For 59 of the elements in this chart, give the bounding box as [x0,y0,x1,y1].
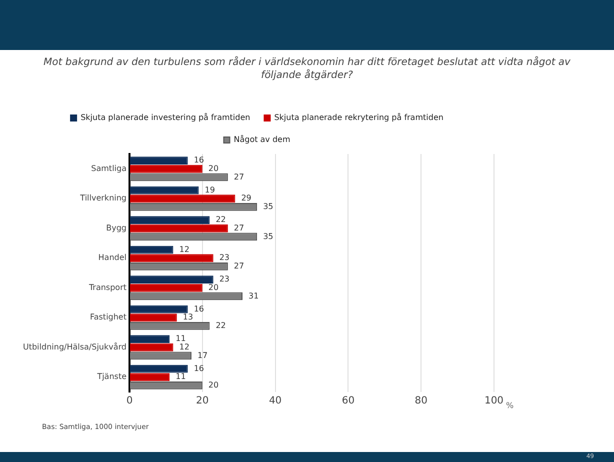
y-tick-label: Transport [88,282,127,292]
data-label: 29 [241,194,252,203]
bar [130,216,210,224]
x-tick-label: 60 [342,396,355,407]
data-label: 19 [204,185,215,194]
data-label: 11 [176,334,186,344]
data-label: 35 [263,232,274,241]
bar [130,335,170,343]
data-label: 31 [248,291,259,300]
data-label: 35 [263,202,274,212]
data-label: 27 [234,172,244,182]
bar [130,164,202,173]
data-label: 17 [197,350,208,360]
legend-label: Något av dem [234,134,290,144]
data-label: 13 [182,312,194,322]
data-label: 11 [176,372,186,382]
bar [130,186,199,194]
bar [130,224,228,232]
data-label: 23 [219,253,230,262]
data-label: 20 [208,380,219,390]
data-label: 27 [234,262,244,271]
data-label: 22 [216,321,226,330]
y-tick-label: Handel [98,253,127,262]
bar [130,254,214,262]
chart-title: Mot bakgrund av den turbulens som råder i världsekonomin har ditt företaget beslutat att vidta något av följande åtgärder? [42,56,572,82]
y-tick-label: Tillverkning [79,194,127,203]
x-tick-label: 40 [268,396,282,407]
bar [130,364,188,373]
y-tick-label: Bygg [106,223,127,232]
bar [130,194,236,203]
bar [130,284,202,292]
data-label: 16 [194,156,204,165]
y-tick-label: Fastighet [90,312,127,322]
y-tick-label: Samtliga [91,164,127,173]
data-label: 12 [179,342,190,352]
bar [130,373,170,382]
data-label: 23 [219,274,230,284]
y-tick-label: Tjänste [96,372,127,382]
bar [130,156,188,164]
x-tick-label: 20 [196,396,209,407]
x-axis-title: % [506,401,514,410]
x-tick-label: 0 [126,396,133,407]
data-label: 16 [194,364,204,373]
data-label: 22 [216,215,226,224]
data-label: 20 [208,282,219,292]
bar [130,314,177,322]
legend-label: Skjuta planerade investering på framtiden [80,112,250,122]
data-label: 12 [179,244,190,254]
bar [130,276,214,284]
data-label: 16 [194,304,204,314]
bar [130,246,174,254]
x-tick-label: 100 [484,396,504,407]
bar [130,343,174,352]
y-tick-label: Utbildning/Hälsa/Sjukvård [22,341,127,352]
data-label: 27 [234,223,244,232]
x-tick-label: 80 [414,396,428,407]
legend-label: Skjuta planerade rekrytering på framtiden [274,112,444,122]
bar [130,305,188,314]
data-label: 20 [208,164,219,173]
